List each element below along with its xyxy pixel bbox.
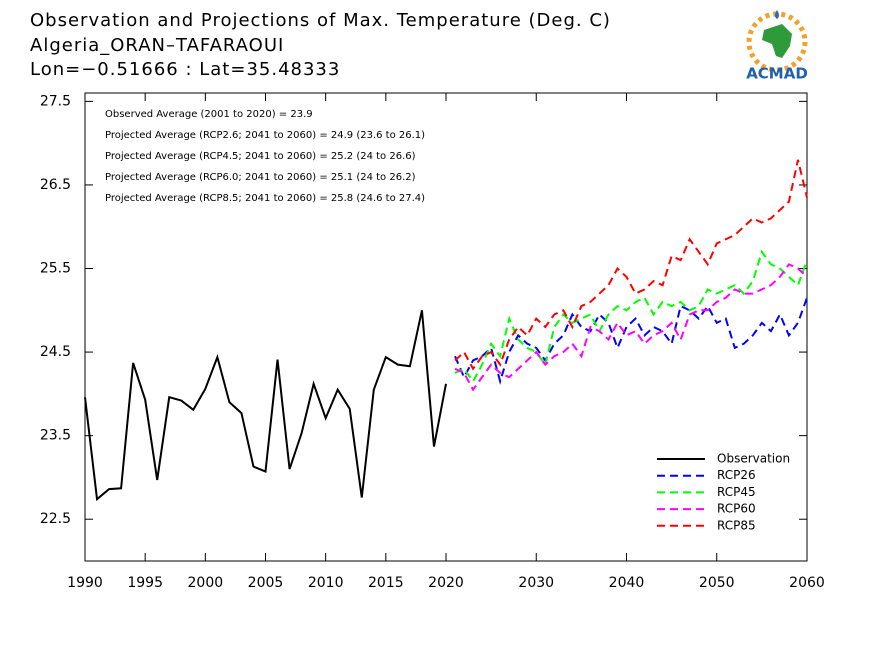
y-tick-label: 27.5 bbox=[40, 93, 71, 109]
annotation: Projected Average (RCP8.5; 2041 to 2060)… bbox=[105, 193, 425, 204]
series-line bbox=[454, 159, 808, 371]
y-tick-label: 26.5 bbox=[40, 177, 71, 193]
series-line bbox=[84, 310, 447, 502]
y-tick-label: 22.5 bbox=[40, 511, 71, 527]
legend-label: RCP45 bbox=[717, 485, 756, 499]
y-tick-label: 23.5 bbox=[40, 428, 71, 444]
x-tick-label: 2060 bbox=[789, 575, 825, 591]
x-tick-label: 2020 bbox=[428, 575, 464, 591]
plot-frame bbox=[84, 92, 808, 562]
logo: ACMAD bbox=[746, 10, 808, 83]
x-tick-label: 2010 bbox=[308, 575, 344, 591]
location: Lon=−0.51666 : Lat=35.48333 bbox=[30, 59, 340, 80]
series-line bbox=[454, 263, 808, 392]
x-tick-label: 2015 bbox=[368, 575, 404, 591]
x-tick-label: 2040 bbox=[609, 575, 645, 591]
legend-label: Observation bbox=[717, 452, 790, 466]
annotation: Projected Average (RCP4.5; 2041 to 2060)… bbox=[105, 151, 416, 162]
chart-title: Observation and Projections of Max. Temp… bbox=[30, 10, 611, 31]
legend-label: RCP26 bbox=[717, 468, 756, 482]
x-tick-label: 1990 bbox=[67, 575, 103, 591]
legend-label: RCP85 bbox=[717, 518, 756, 532]
y-tick-label: 24.5 bbox=[40, 344, 71, 360]
x-tick-label: 2030 bbox=[518, 575, 554, 591]
x-tick-label: 2000 bbox=[188, 575, 224, 591]
y-tick-label: 25.5 bbox=[40, 261, 71, 277]
annotation: Projected Average (RCP6.0; 2041 to 2060)… bbox=[105, 172, 416, 183]
x-tick-label: 2050 bbox=[699, 575, 735, 591]
x-tick-label: 1995 bbox=[127, 575, 163, 591]
x-tick-label: 2005 bbox=[248, 575, 284, 591]
legend-label: RCP60 bbox=[717, 502, 756, 516]
logo-text: ACMAD bbox=[746, 65, 808, 83]
annotation: Observed Average (2001 to 2020) = 23.9 bbox=[105, 109, 313, 120]
chart-subtitle: Algeria_ORAN–TAFARAOUI bbox=[30, 35, 284, 56]
series-line bbox=[454, 249, 808, 384]
series-line bbox=[454, 297, 808, 385]
annotation: Projected Average (RCP2.6; 2041 to 2060)… bbox=[105, 130, 425, 141]
